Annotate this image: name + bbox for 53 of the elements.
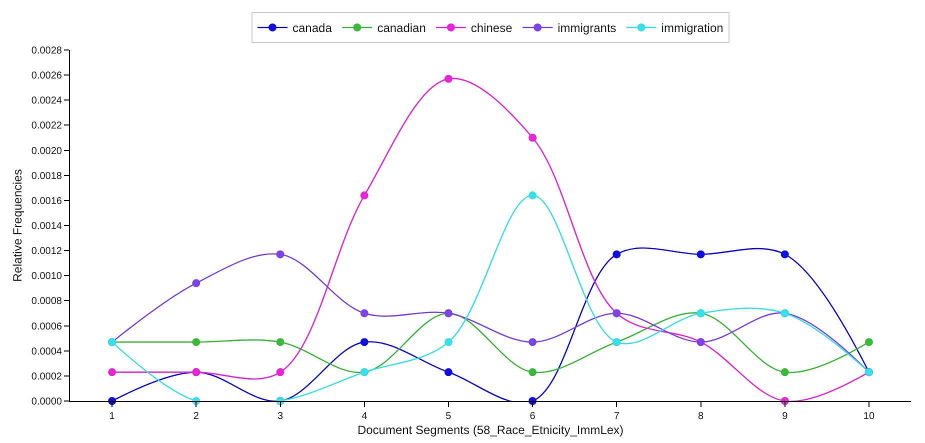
point (528, 134, 537, 142)
legend-label: chinese (470, 21, 513, 36)
point (528, 338, 537, 346)
y-tick-label: 0.0006 (31, 321, 62, 332)
point (864, 338, 873, 346)
point (444, 368, 452, 376)
point (528, 191, 537, 200)
y-tick-label: 0.0026 (31, 70, 62, 82)
point (612, 250, 621, 258)
y-tick-label: 0.0018 (31, 170, 62, 182)
point (192, 338, 200, 346)
x-tick-label: 2 (193, 411, 200, 422)
point (360, 338, 368, 346)
point (360, 191, 368, 200)
legend-label: immigrants (558, 21, 616, 36)
x-tick-label: 4 (362, 411, 368, 422)
point (528, 368, 537, 376)
x-tick-label: 7 (614, 411, 620, 422)
y-tick-label: 0.0012 (31, 246, 62, 258)
y-tick-label: 0.0008 (31, 296, 62, 308)
y-tick-label: 0.0014 (31, 221, 62, 232)
x-tick-label: 9 (782, 411, 788, 422)
legend-label: canadian (377, 21, 426, 36)
legend-label: canada (292, 21, 332, 36)
point (444, 338, 452, 346)
point (444, 74, 452, 83)
point (276, 338, 284, 346)
y-tick-label: 0.0010 (31, 271, 62, 282)
y-tick-label: 0.0024 (31, 96, 62, 107)
point (276, 368, 284, 376)
point (276, 250, 284, 258)
point (780, 368, 789, 376)
point (108, 368, 116, 376)
point (780, 250, 789, 258)
x-tick-label: 8 (698, 411, 704, 422)
legend-label: immigration (661, 21, 724, 36)
y-tick-label: 0.0016 (31, 196, 62, 207)
x-tick-label: 5 (446, 411, 452, 422)
x-tick-label: 3 (277, 411, 284, 422)
x-tick-label: 6 (530, 411, 536, 422)
point (192, 279, 200, 288)
y-tick-label: 0.0028 (31, 46, 62, 56)
point (696, 250, 705, 258)
y-axis-title: Relative Frequencies (10, 169, 25, 282)
x-axis-title: Document Segments (58_Race_Etnicity_ImmLex) (357, 422, 624, 437)
x-tick-label: 1 (109, 411, 116, 422)
y-tick-label: 0.0002 (31, 371, 62, 382)
x-tick-label: 10 (863, 411, 875, 422)
y-tick-label: 0.0020 (31, 146, 62, 157)
y-tick-label: 0.0022 (31, 120, 62, 132)
point (360, 309, 368, 318)
y-tick-label: 0.0000 (31, 396, 62, 408)
y-tick-label: 0.0004 (31, 346, 62, 358)
